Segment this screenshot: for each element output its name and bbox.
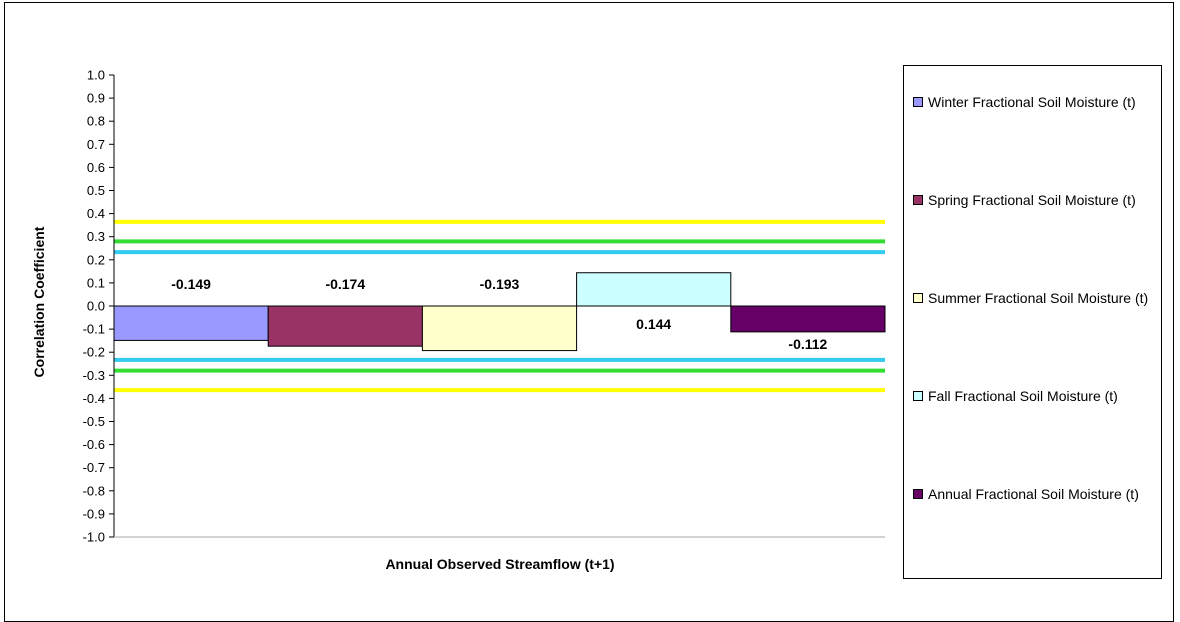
reference-lines bbox=[114, 219, 885, 393]
y-axis-title: Correlation Coefficient bbox=[31, 226, 47, 377]
bar-5 bbox=[730, 305, 886, 333]
legend-swatch bbox=[913, 195, 923, 205]
bar-3 bbox=[421, 305, 578, 352]
legend-label: Annual Fractional Soil Moisture (t) bbox=[928, 486, 1139, 502]
y-tick-label: -0.9 bbox=[83, 506, 105, 521]
chart-plot: 1.0 0.9 0.8 0.7 0.6 0.5 0.4 0.3 0.2 0.1 0.0 -0.1 -0.… bbox=[31, 68, 886, 572]
x-axis-title: Annual Observed Streamflow (t+1) bbox=[385, 556, 614, 572]
legend-swatch bbox=[913, 97, 923, 107]
legend-item-3: Summer Fractional Soil Moisture (t) bbox=[913, 288, 1153, 308]
y-tick-label: 0.7 bbox=[87, 137, 105, 152]
y-tick-label: -0.5 bbox=[83, 414, 105, 429]
legend-label: Winter Fractional Soil Moisture (t) bbox=[928, 94, 1136, 110]
y-tick-label: 0.0 bbox=[87, 299, 105, 314]
legend-label: Spring Fractional Soil Moisture (t) bbox=[928, 192, 1136, 208]
bar-4 bbox=[576, 272, 732, 307]
y-tick-label: 0.3 bbox=[87, 229, 105, 244]
data-label-3: -0.193 bbox=[480, 276, 520, 292]
legend-swatch bbox=[913, 391, 923, 401]
data-label-4: 0.144 bbox=[636, 316, 671, 332]
legend-item-2: Spring Fractional Soil Moisture (t) bbox=[913, 190, 1153, 210]
y-tick-label: -0.6 bbox=[83, 437, 105, 452]
y-tick-label: -0.4 bbox=[83, 391, 105, 406]
y-tick-label: 0.1 bbox=[87, 275, 105, 290]
data-label-1: -0.149 bbox=[171, 276, 211, 292]
y-tick-label: -0.2 bbox=[83, 345, 105, 360]
legend-swatch bbox=[913, 489, 923, 499]
y-tick-label: -0.7 bbox=[83, 460, 105, 475]
legend-label: Summer Fractional Soil Moisture (t) bbox=[928, 290, 1149, 306]
y-tick-label: -0.8 bbox=[83, 483, 105, 498]
legend-label: Fall Fractional Soil Moisture (t) bbox=[928, 388, 1118, 404]
y-tick-label: 0.4 bbox=[87, 206, 105, 221]
y-tick-label: 0.9 bbox=[87, 91, 105, 106]
y-tick-label: -0.3 bbox=[83, 368, 105, 383]
y-tick-label: 0.5 bbox=[87, 183, 105, 198]
legend-swatch bbox=[913, 293, 923, 303]
y-tick-label: -0.1 bbox=[83, 322, 105, 337]
y-tick-label: 0.2 bbox=[87, 252, 105, 267]
bar-1 bbox=[113, 305, 269, 341]
data-label-5: -0.112 bbox=[788, 336, 827, 352]
y-tick-label: 1.0 bbox=[87, 68, 105, 83]
legend-item-4: Fall Fractional Soil Moisture (t) bbox=[913, 386, 1153, 406]
data-label-2: -0.174 bbox=[325, 276, 365, 292]
y-tick-label: 0.8 bbox=[87, 114, 105, 129]
bar-2 bbox=[267, 305, 423, 347]
y-axis: 1.0 0.9 0.8 0.7 0.6 0.5 0.4 0.3 0.2 0.1 0.0 -0.1 -0.… bbox=[83, 68, 885, 545]
data-labels: -0.149 -0.174 -0.193 0.144 -0.112 bbox=[171, 276, 827, 352]
y-tick-label: -1.0 bbox=[83, 530, 105, 545]
legend-item-1: Winter Fractional Soil Moisture (t) bbox=[913, 92, 1153, 112]
y-tick-label: 0.6 bbox=[87, 160, 105, 175]
legend-item-5: Annual Fractional Soil Moisture (t) bbox=[913, 484, 1153, 504]
legend: Winter Fractional Soil Moisture (t) Sprin… bbox=[903, 65, 1162, 579]
bars bbox=[113, 272, 886, 352]
